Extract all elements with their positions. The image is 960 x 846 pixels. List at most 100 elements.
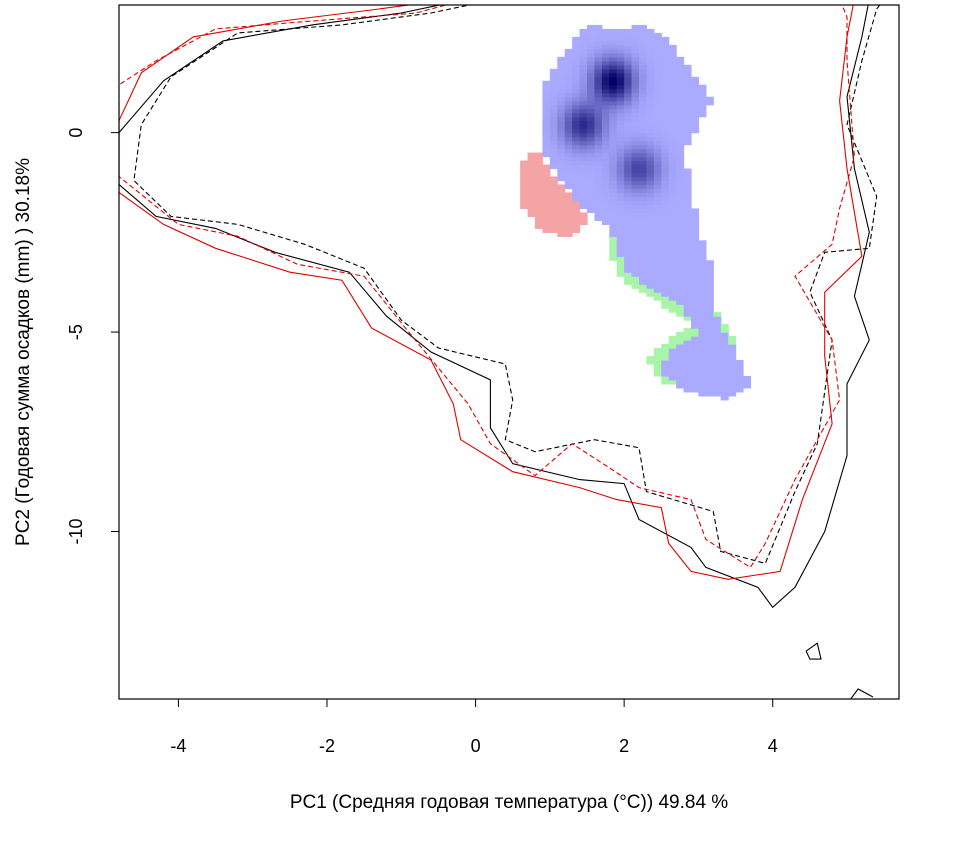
heat-cell-overlap xyxy=(713,332,722,337)
heat-cell-overlap xyxy=(572,56,581,62)
heat-cell-overlap xyxy=(594,80,603,86)
heat-cell-overlap xyxy=(616,100,625,106)
heat-cell-overlap xyxy=(587,44,596,50)
heat-cell-overlap xyxy=(557,116,566,122)
heat-cell-overlap xyxy=(683,312,692,317)
heat-cell-green xyxy=(609,240,618,245)
heat-cell-overlap xyxy=(735,359,744,365)
heat-cell-overlap xyxy=(631,48,640,54)
heat-cell-overlap xyxy=(720,340,729,345)
heat-cell-red xyxy=(527,180,536,186)
heat-cell-overlap xyxy=(616,156,625,162)
heat-cell-overlap xyxy=(646,112,655,118)
heat-cell-overlap xyxy=(549,68,558,74)
heat-cell-overlap xyxy=(594,188,603,194)
heat-cell-overlap xyxy=(683,268,692,273)
x-tick-label: 4 xyxy=(768,736,778,756)
heat-cell-green xyxy=(624,276,633,281)
heat-cell-green xyxy=(639,288,648,293)
heat-cell-overlap xyxy=(587,48,596,54)
heat-cell-overlap xyxy=(646,52,655,58)
heat-cell-overlap xyxy=(572,72,581,78)
heat-cell-red xyxy=(527,196,536,202)
heat-cell-overlap xyxy=(587,124,596,130)
heat-cell-overlap xyxy=(676,272,685,277)
heat-cell-overlap xyxy=(683,352,692,357)
heat-cell-overlap xyxy=(698,375,707,381)
heat-cell-overlap xyxy=(624,52,633,58)
heat-cell-overlap xyxy=(631,252,640,257)
heat-cell-overlap xyxy=(713,387,722,393)
heat-cell-red xyxy=(527,176,536,182)
heat-cell-overlap xyxy=(676,84,685,90)
heat-cell-red xyxy=(572,228,581,233)
heat-cell-overlap xyxy=(624,136,633,142)
heat-cell-overlap xyxy=(698,348,707,353)
heat-cell-overlap xyxy=(594,108,603,114)
heat-cell-overlap xyxy=(691,232,700,237)
heat-cell-overlap xyxy=(668,363,677,369)
heat-cell-overlap xyxy=(668,136,677,142)
heat-cell-overlap xyxy=(624,140,633,146)
heat-cell-green xyxy=(668,308,677,313)
heat-cell-overlap xyxy=(542,112,551,118)
heat-cell-overlap xyxy=(728,359,737,365)
heat-cell-red xyxy=(527,192,536,198)
heat-cell-overlap xyxy=(676,216,685,221)
heat-cell-overlap xyxy=(661,240,670,245)
heat-cell-overlap xyxy=(601,92,610,98)
heat-cell-overlap xyxy=(639,208,648,214)
heat-cell-overlap xyxy=(572,100,581,106)
heat-cell-overlap xyxy=(601,64,610,70)
heat-cell-overlap xyxy=(594,160,603,166)
heat-cell-overlap xyxy=(557,76,566,82)
heat-cell-overlap xyxy=(549,84,558,90)
heat-cell-overlap xyxy=(661,212,670,217)
y-tick-label: -5 xyxy=(66,324,86,340)
heat-cell-overlap xyxy=(646,268,655,273)
heat-cell-overlap xyxy=(616,36,625,42)
heat-cell-overlap xyxy=(705,371,714,377)
heat-cell-overlap xyxy=(616,144,625,150)
heat-cell-overlap xyxy=(572,112,581,118)
heat-cell-overlap xyxy=(564,116,573,122)
heat-cell-overlap xyxy=(691,212,700,217)
heat-cell-overlap xyxy=(594,176,603,182)
heat-cell-overlap xyxy=(698,312,707,317)
heat-cell-red xyxy=(557,188,566,194)
heat-cell-overlap xyxy=(609,72,618,78)
heat-cell-green xyxy=(720,324,729,329)
heat-cell-overlap xyxy=(594,208,603,214)
heat-cell-overlap xyxy=(579,140,588,146)
heat-cell-overlap xyxy=(609,112,618,118)
heat-cell-overlap xyxy=(609,220,618,225)
heat-cell-red xyxy=(520,168,529,174)
heat-cell-overlap xyxy=(676,244,685,249)
heat-cell-overlap xyxy=(587,196,596,202)
heat-cell-overlap xyxy=(624,228,633,233)
heat-cell-overlap xyxy=(661,172,670,178)
heat-cell-overlap xyxy=(616,72,625,78)
heat-cell-overlap xyxy=(631,212,640,217)
heat-cell-overlap xyxy=(639,244,648,249)
heat-cell-overlap xyxy=(594,44,603,50)
heat-cell-green xyxy=(720,328,729,333)
heat-cell-overlap xyxy=(616,68,625,74)
heat-cell-overlap xyxy=(691,96,700,102)
heat-cell-red xyxy=(527,184,536,190)
heat-cell-overlap xyxy=(698,371,707,377)
heat-cell-overlap xyxy=(601,52,610,58)
heat-cell-overlap xyxy=(639,156,648,162)
heat-cell-overlap xyxy=(713,316,722,321)
heat-cell-green xyxy=(653,352,662,357)
heat-cell-overlap xyxy=(624,256,633,261)
heat-cell-overlap xyxy=(698,324,707,329)
heat-cell-red xyxy=(527,164,536,170)
heat-cell-overlap xyxy=(668,76,677,82)
heat-cell-overlap xyxy=(653,136,662,142)
heat-cell-overlap xyxy=(698,359,707,365)
heat-cell-overlap xyxy=(639,196,648,202)
heat-cell-overlap xyxy=(624,184,633,190)
heat-cell-overlap xyxy=(676,132,685,138)
heat-cell-overlap xyxy=(587,56,596,62)
